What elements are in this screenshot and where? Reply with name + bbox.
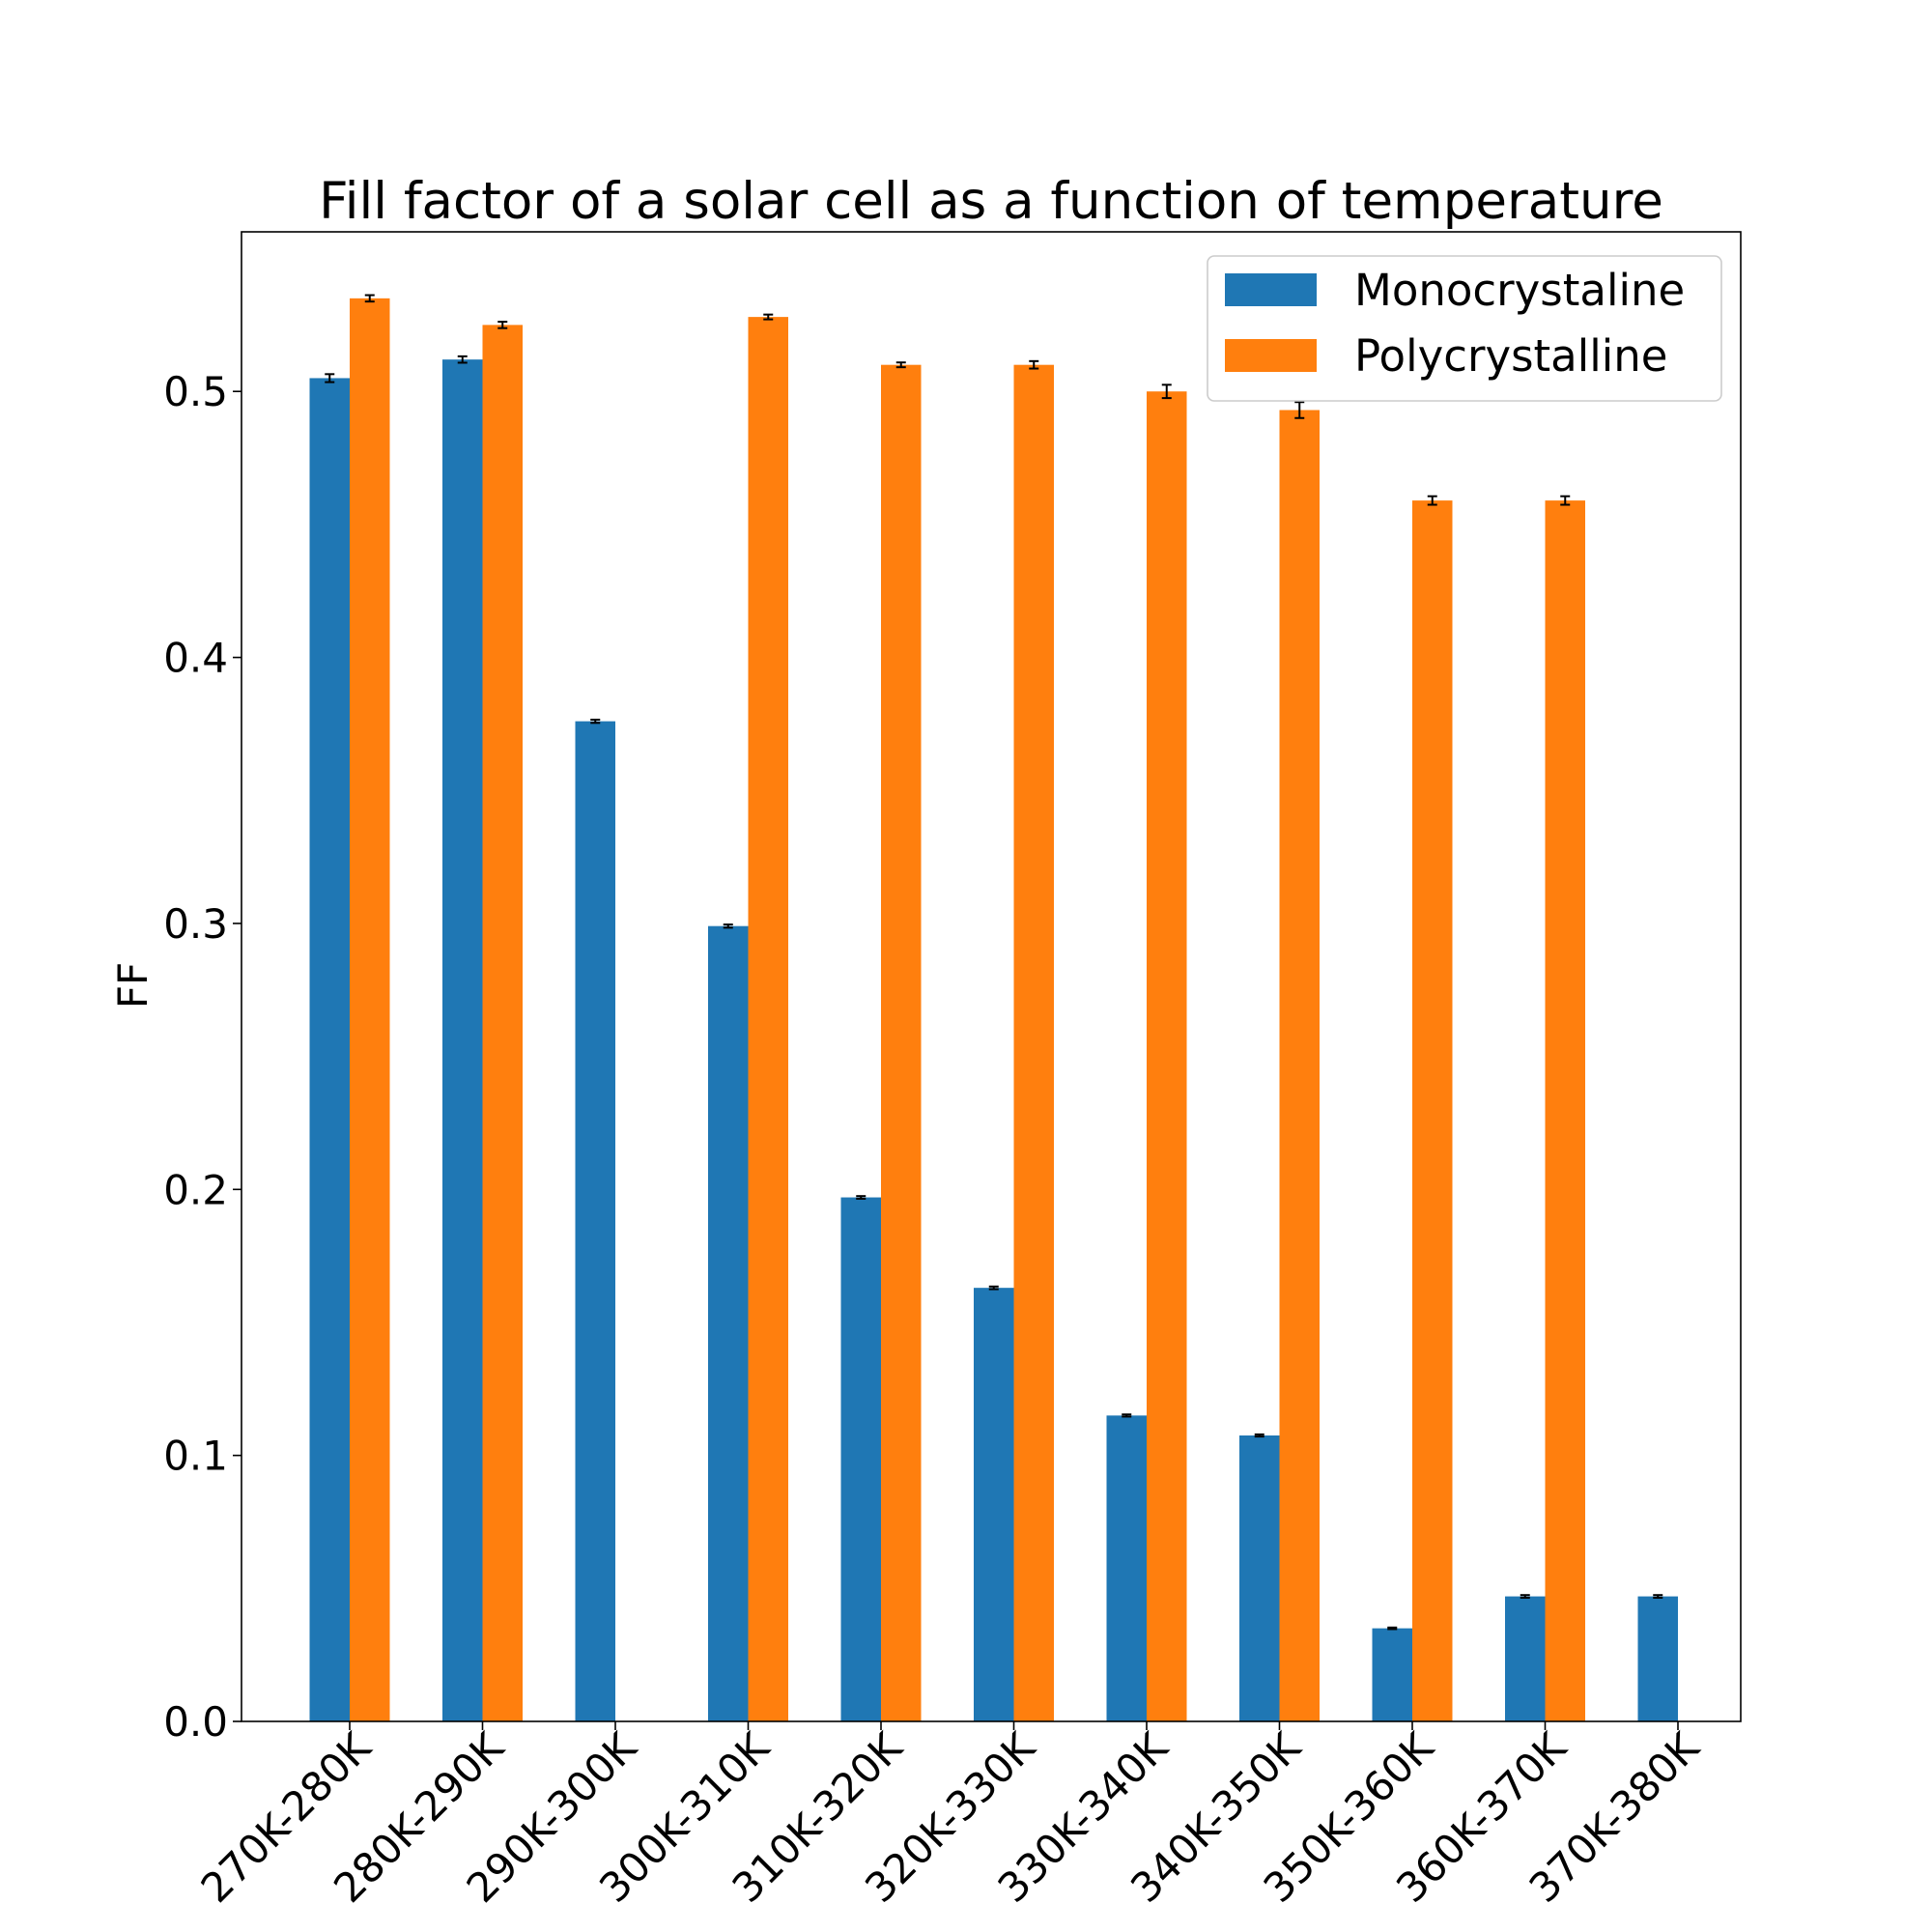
error-bar-0-4 (856, 1195, 867, 1200)
error-bar-0-7 (1254, 1433, 1264, 1438)
error-bar-1-8 (1427, 495, 1437, 506)
error-bar-1-0 (364, 294, 375, 303)
bar-polycrystalline-8 (1412, 500, 1453, 1721)
bar-monocrystaline-1 (442, 359, 483, 1722)
bar-monocrystaline-7 (1239, 1435, 1280, 1721)
error-bar-0-2 (590, 719, 601, 724)
error-bar-1-9 (1560, 495, 1571, 506)
error-bar-0-10 (1653, 1594, 1663, 1599)
y-axis-label: FF (109, 962, 156, 1009)
legend-label-1: Polycrystalline (1354, 330, 1667, 382)
error-bar-1-5 (1029, 359, 1039, 370)
error-bar-1-6 (1161, 384, 1172, 400)
axes-frame (241, 231, 1742, 1722)
legend-swatch-0 (1225, 273, 1317, 306)
y-tick-label-4: 0.4 (163, 635, 228, 682)
error-bar-0-0 (325, 373, 335, 384)
y-tick-label-2: 0.2 (163, 1166, 228, 1213)
y-tick-label-5: 0.5 (163, 368, 228, 415)
legend: Monocrystaline Polycrystalline (1207, 255, 1722, 402)
bar-polycrystalline-3 (748, 317, 788, 1722)
error-bar-1-3 (763, 313, 774, 321)
bar-polycrystalline-1 (482, 325, 523, 1721)
bar-polycrystalline-5 (1013, 364, 1054, 1721)
error-bar-1-4 (895, 361, 906, 369)
bar-polycrystalline-0 (350, 298, 390, 1721)
bar-monocrystaline-8 (1372, 1628, 1412, 1721)
legend-label-0: Monocrystaline (1354, 265, 1685, 316)
error-bar-0-1 (457, 355, 468, 364)
bar-polycrystalline-9 (1545, 500, 1585, 1721)
bar-polycrystalline-6 (1147, 391, 1187, 1721)
error-bar-0-3 (723, 923, 733, 929)
error-bar-0-6 (1122, 1413, 1132, 1418)
legend-box (1207, 255, 1722, 402)
chart-title: Fill factor of a solar cell as a functio… (319, 172, 1663, 231)
bar-monocrystaline-4 (840, 1197, 881, 1721)
bar-monocrystaline-5 (974, 1288, 1014, 1721)
bar-polycrystalline-4 (881, 364, 922, 1721)
bar-monocrystaline-6 (1106, 1415, 1147, 1721)
legend-swatch-1 (1225, 339, 1317, 372)
bar-monocrystaline-2 (575, 721, 615, 1721)
y-tick-label-3: 0.3 (163, 900, 228, 948)
error-bar-0-8 (1387, 1626, 1398, 1631)
error-bar-1-1 (497, 321, 508, 329)
bar-monocrystaline-10 (1637, 1596, 1678, 1721)
plot-area: 0.00.10.20.30.40.5270K-280K280K-290K290K… (163, 231, 1742, 1912)
error-bar-1-7 (1294, 401, 1305, 419)
y-tick-label-0: 0.0 (163, 1698, 228, 1746)
y-tick-label-1: 0.1 (163, 1433, 228, 1480)
bar-monocrystaline-0 (309, 378, 350, 1722)
error-bar-0-9 (1520, 1594, 1530, 1599)
bar-monocrystaline-9 (1505, 1596, 1546, 1721)
bar-monocrystaline-3 (708, 925, 749, 1721)
error-bar-0-5 (988, 1285, 999, 1291)
bar-polycrystalline-7 (1279, 410, 1320, 1722)
